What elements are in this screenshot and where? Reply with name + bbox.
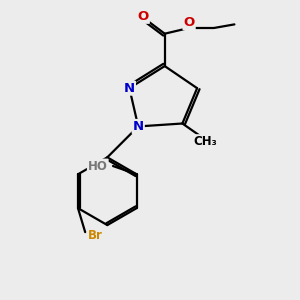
Text: HO: HO: [88, 160, 108, 172]
Text: CH₃: CH₃: [194, 135, 218, 148]
Text: Br: Br: [88, 229, 103, 242]
Text: N: N: [124, 82, 135, 95]
Text: O: O: [184, 16, 195, 29]
Text: O: O: [138, 10, 149, 23]
Text: N: N: [133, 120, 144, 133]
